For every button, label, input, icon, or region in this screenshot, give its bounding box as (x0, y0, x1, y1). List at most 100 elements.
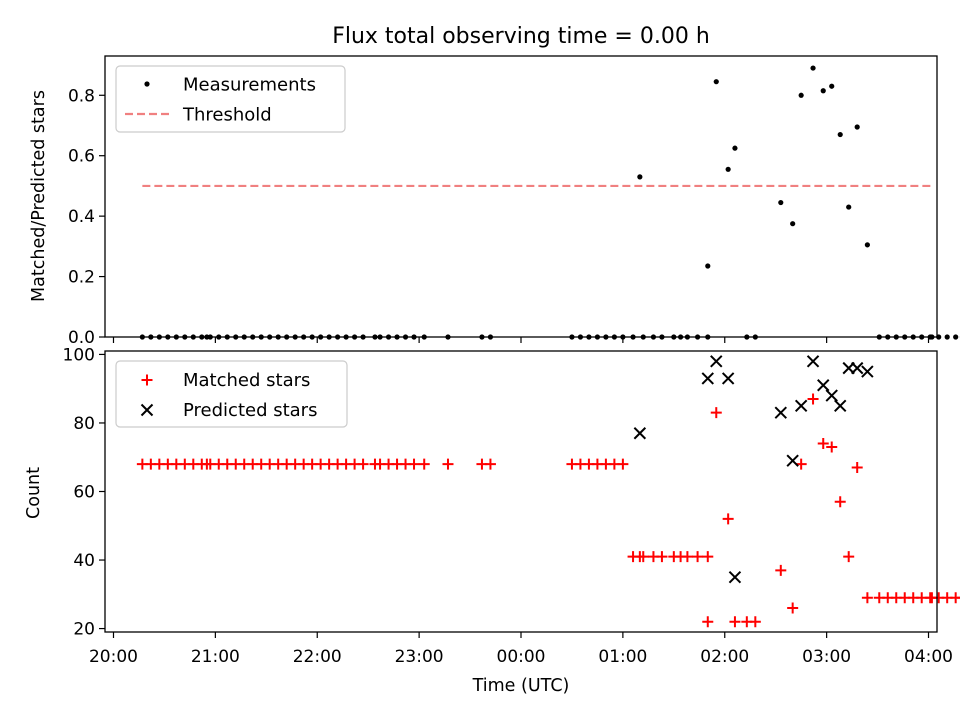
x-tick-label: 23:00 (395, 647, 444, 667)
top-y-tick-label: 0.2 (68, 268, 95, 288)
measurement-point (798, 92, 804, 98)
measurement-point (953, 334, 959, 340)
bottom-axes-frame (104, 350, 938, 633)
measurement-point (820, 88, 826, 94)
predicted-stars-point (701, 372, 714, 385)
top-plot: Matched/Predicted stars 0.00.20.40.60.8 … (29, 55, 960, 348)
matched-stars-point (702, 616, 714, 628)
top-legend: Measurements Threshold (115, 65, 346, 133)
measurement-point (732, 145, 738, 151)
bottom-plot-marks (136, 355, 960, 628)
predicted-stars-point (834, 399, 847, 413)
matched-stars-point (956, 596, 960, 599)
measurement-point (829, 83, 835, 89)
predicted-stars-point (633, 427, 647, 440)
matched-stars-point (681, 551, 693, 563)
matched-stars-point (617, 458, 629, 470)
predicted-stars-point (861, 365, 874, 378)
matched-stars-point (656, 551, 668, 563)
matched-stars-point (710, 407, 722, 419)
matched-stars-point (357, 458, 369, 470)
measurement-point (790, 221, 796, 227)
predicted-stars-point (721, 372, 735, 385)
predicted-stars-point (786, 454, 799, 467)
measurement-point (846, 204, 852, 210)
matched-stars-point (722, 513, 734, 525)
bottom-legend-box (115, 360, 348, 428)
bottom-y-tick-label: 60 (73, 483, 95, 503)
matched-stars-point (817, 438, 829, 450)
matched-stars-point (484, 458, 496, 470)
x-tick-label: 00:00 (497, 647, 546, 667)
measurement-point (725, 166, 731, 172)
bottom-y-axis-label: Count (24, 467, 44, 519)
legend-threshold-label: Threshold (182, 105, 272, 126)
x-tick-label: 04:00 (904, 647, 953, 667)
x-tick-label: 01:00 (598, 647, 647, 667)
matched-stars-point (787, 602, 799, 614)
top-y-tick-label: 0.8 (68, 86, 95, 106)
legend-measurements-label: Measurements (183, 75, 316, 96)
matched-stars-point (749, 616, 761, 628)
bottom-y-tick-label: 100 (63, 345, 95, 365)
measurement-point (705, 263, 711, 269)
top-y-tick-label: 0.6 (68, 147, 95, 167)
chart-title: Flux total observing time = 0.00 h (332, 24, 710, 49)
bottom-y-tick-labels: 20 40 60 80 100 (63, 345, 105, 640)
measurement-point (713, 79, 719, 85)
matched-stars-point (926, 592, 938, 604)
measurement-point (837, 131, 843, 138)
predicted-stars-point (825, 389, 838, 402)
bottom-y-tick-label: 80 (73, 414, 95, 434)
predicted-stars-point (806, 355, 820, 368)
top-y-axis-label: Matched/Predicted stars (29, 90, 49, 302)
measurement-point (854, 124, 860, 130)
top-legend-box (115, 65, 346, 133)
top-y-tick-label: 0.0 (68, 328, 95, 348)
bottom-legend: Matched stars Predicted stars (115, 360, 348, 428)
matched-stars-point (442, 458, 454, 470)
predicted-stars-point (817, 379, 830, 392)
matched-stars-point (843, 551, 855, 563)
matched-stars-point (861, 592, 873, 604)
predicted-stars-point (850, 361, 864, 375)
predicted-stars-point (794, 399, 808, 413)
matched-stars-point (418, 458, 430, 470)
x-tick-label: 22:00 (293, 647, 342, 667)
bottom-y-tick-label: 20 (73, 620, 95, 640)
predicted-stars-point (710, 355, 723, 368)
x-tick-labels: 20:00 21:00 22:00 23:00 00:00 01:00 02:00 03:00… (89, 337, 953, 667)
x-tick-label: 21:00 (191, 647, 240, 667)
x-tick-label: 03:00 (802, 647, 851, 667)
matched-stars-point (826, 441, 838, 453)
x-tick-label: 02:00 (700, 647, 749, 667)
x-axis-label: Time (UTC) (472, 676, 570, 696)
measurement-point (944, 334, 950, 340)
bottom-y-tick-label: 40 (73, 551, 95, 571)
top-y-tick-labels: 0.0 0.2 0.4 0.6 0.8 (68, 86, 105, 348)
legend-matched-stars-marker (141, 374, 153, 386)
predicted-stars-point (728, 570, 742, 584)
predicted-stars-point (774, 406, 787, 419)
legend-predicted-stars-marker (140, 403, 154, 417)
measurement-point (778, 199, 784, 206)
matched-stars-point (408, 458, 420, 470)
matched-stars-point (775, 564, 787, 576)
matched-stars-point (851, 462, 863, 474)
matched-stars-point (729, 616, 741, 628)
legend-measurements-marker (144, 81, 150, 87)
measurement-point (864, 242, 870, 248)
x-tick-label: 20:00 (89, 647, 138, 667)
measurement-point (810, 65, 816, 71)
top-y-tick-label: 0.4 (68, 207, 95, 227)
legend-matched-stars-label: Matched stars (183, 370, 310, 391)
matched-stars-point (692, 551, 704, 563)
matched-stars-point (807, 393, 819, 405)
matched-stars-point (834, 496, 846, 508)
measurement-point (637, 174, 643, 180)
matched-stars-point (702, 551, 714, 563)
legend-predicted-stars-label: Predicted stars (183, 400, 317, 421)
matched-stars-point (634, 551, 646, 563)
